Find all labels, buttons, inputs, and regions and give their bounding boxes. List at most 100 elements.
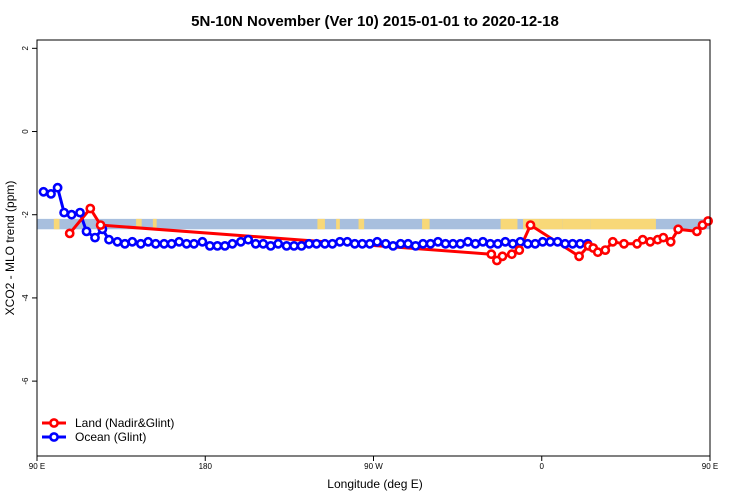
land-point bbox=[85, 203, 96, 214]
ocean-point bbox=[357, 238, 368, 249]
ocean-point bbox=[273, 238, 284, 249]
land-point bbox=[525, 220, 536, 230]
x-axis-label: Longitude (deg E) bbox=[327, 477, 422, 491]
ocean-point bbox=[197, 236, 208, 247]
y-tick-label: -6 bbox=[21, 377, 30, 385]
ocean-point bbox=[530, 238, 541, 249]
land-point bbox=[514, 245, 525, 255]
land-point bbox=[592, 247, 603, 258]
ocean-point bbox=[304, 238, 314, 249]
ocean-point bbox=[174, 236, 184, 247]
ocean-point bbox=[327, 238, 338, 249]
ocean-point bbox=[135, 238, 146, 249]
ocean-point bbox=[212, 240, 223, 251]
ocean-point bbox=[342, 236, 353, 247]
ocean-point bbox=[204, 240, 215, 251]
ocean-point bbox=[143, 236, 154, 247]
land-segment bbox=[55, 218, 58, 230]
ocean-point bbox=[470, 238, 481, 249]
land-point bbox=[64, 228, 75, 239]
land-point bbox=[600, 245, 611, 255]
land-segment bbox=[152, 218, 157, 230]
ocean-point bbox=[462, 236, 473, 247]
land-point bbox=[95, 220, 106, 230]
legend: Land (Nadir&Glint)Ocean (Glint) bbox=[42, 416, 174, 444]
land-segment bbox=[590, 218, 656, 230]
ocean-point bbox=[492, 238, 503, 249]
ocean-point bbox=[250, 238, 261, 249]
land-point bbox=[506, 249, 517, 260]
ocean-point bbox=[364, 238, 375, 249]
ocean-point bbox=[52, 182, 63, 193]
land-segment bbox=[539, 218, 563, 230]
ocean-point bbox=[289, 240, 299, 251]
series-points bbox=[38, 182, 713, 266]
ocean-point bbox=[150, 238, 161, 249]
ocean-point bbox=[515, 236, 526, 247]
ocean-point bbox=[440, 238, 451, 249]
land-point bbox=[497, 251, 508, 262]
ocean-point bbox=[372, 236, 383, 247]
x-tick-label: 90 W bbox=[364, 462, 383, 471]
land-segment bbox=[336, 218, 340, 230]
ocean-point bbox=[395, 238, 406, 249]
ocean-point bbox=[319, 238, 330, 249]
ocean-point bbox=[418, 238, 428, 249]
y-tick-label: 2 bbox=[21, 46, 30, 51]
x-axis: 90 E 180 90 W 0 90 E bbox=[29, 456, 718, 471]
land-segment bbox=[422, 218, 430, 230]
land-legend-marker bbox=[49, 418, 59, 428]
ocean-point bbox=[567, 238, 578, 249]
ocean-point bbox=[349, 238, 360, 249]
ocean-point bbox=[81, 226, 92, 237]
ocean-band bbox=[37, 218, 710, 230]
land-point bbox=[637, 234, 648, 245]
land-point bbox=[619, 238, 629, 249]
ocean-point bbox=[455, 238, 466, 249]
x-tick-label: 90 E bbox=[29, 462, 45, 471]
ocean-legend-label: Ocean (Glint) bbox=[75, 430, 146, 444]
ocean-point bbox=[120, 238, 130, 249]
ocean-point bbox=[90, 232, 100, 243]
land-point bbox=[607, 236, 618, 247]
land-legend-label: Land (Nadir&Glint) bbox=[75, 416, 174, 430]
land-point bbox=[486, 249, 497, 260]
ocean-point bbox=[75, 207, 85, 218]
ocean-point bbox=[243, 234, 254, 245]
land-segment bbox=[650, 218, 656, 230]
land-point bbox=[692, 226, 702, 237]
y-tick-label: -4 bbox=[21, 294, 30, 302]
land-point bbox=[645, 236, 656, 247]
ocean-point bbox=[575, 238, 585, 249]
land-segment bbox=[562, 218, 591, 230]
ocean-point bbox=[159, 238, 169, 249]
y-tick-label: 0 bbox=[21, 129, 30, 134]
ocean-point bbox=[485, 238, 496, 249]
ocean-point bbox=[552, 236, 563, 247]
ocean-point bbox=[433, 236, 443, 247]
ocean-point bbox=[425, 238, 436, 249]
ocean-point bbox=[265, 240, 276, 251]
land-point bbox=[658, 232, 669, 243]
ocean-point bbox=[219, 240, 230, 251]
ocean-point bbox=[388, 240, 398, 251]
ocean-point bbox=[560, 238, 570, 249]
ocean-point bbox=[500, 236, 511, 247]
land-segment bbox=[500, 218, 518, 230]
land-point bbox=[673, 224, 684, 235]
x-tick-label: 0 bbox=[540, 462, 545, 471]
ocean-point bbox=[104, 234, 114, 245]
ocean-point bbox=[38, 186, 49, 197]
ocean-point bbox=[403, 238, 413, 249]
ocean-point bbox=[59, 207, 69, 218]
land-point bbox=[665, 236, 676, 247]
ocean-point bbox=[66, 209, 77, 220]
y-axis: 2 0 -2 -4 -6 bbox=[21, 46, 37, 385]
ocean-point bbox=[311, 238, 322, 249]
x-tick-label: 180 bbox=[199, 462, 213, 471]
ocean-point bbox=[166, 238, 177, 249]
land-series-line bbox=[68, 207, 709, 262]
land-segment bbox=[136, 218, 142, 230]
ocean-point bbox=[258, 238, 269, 249]
y-axis-label: XCO2 - MLO trend (ppm) bbox=[3, 181, 17, 316]
